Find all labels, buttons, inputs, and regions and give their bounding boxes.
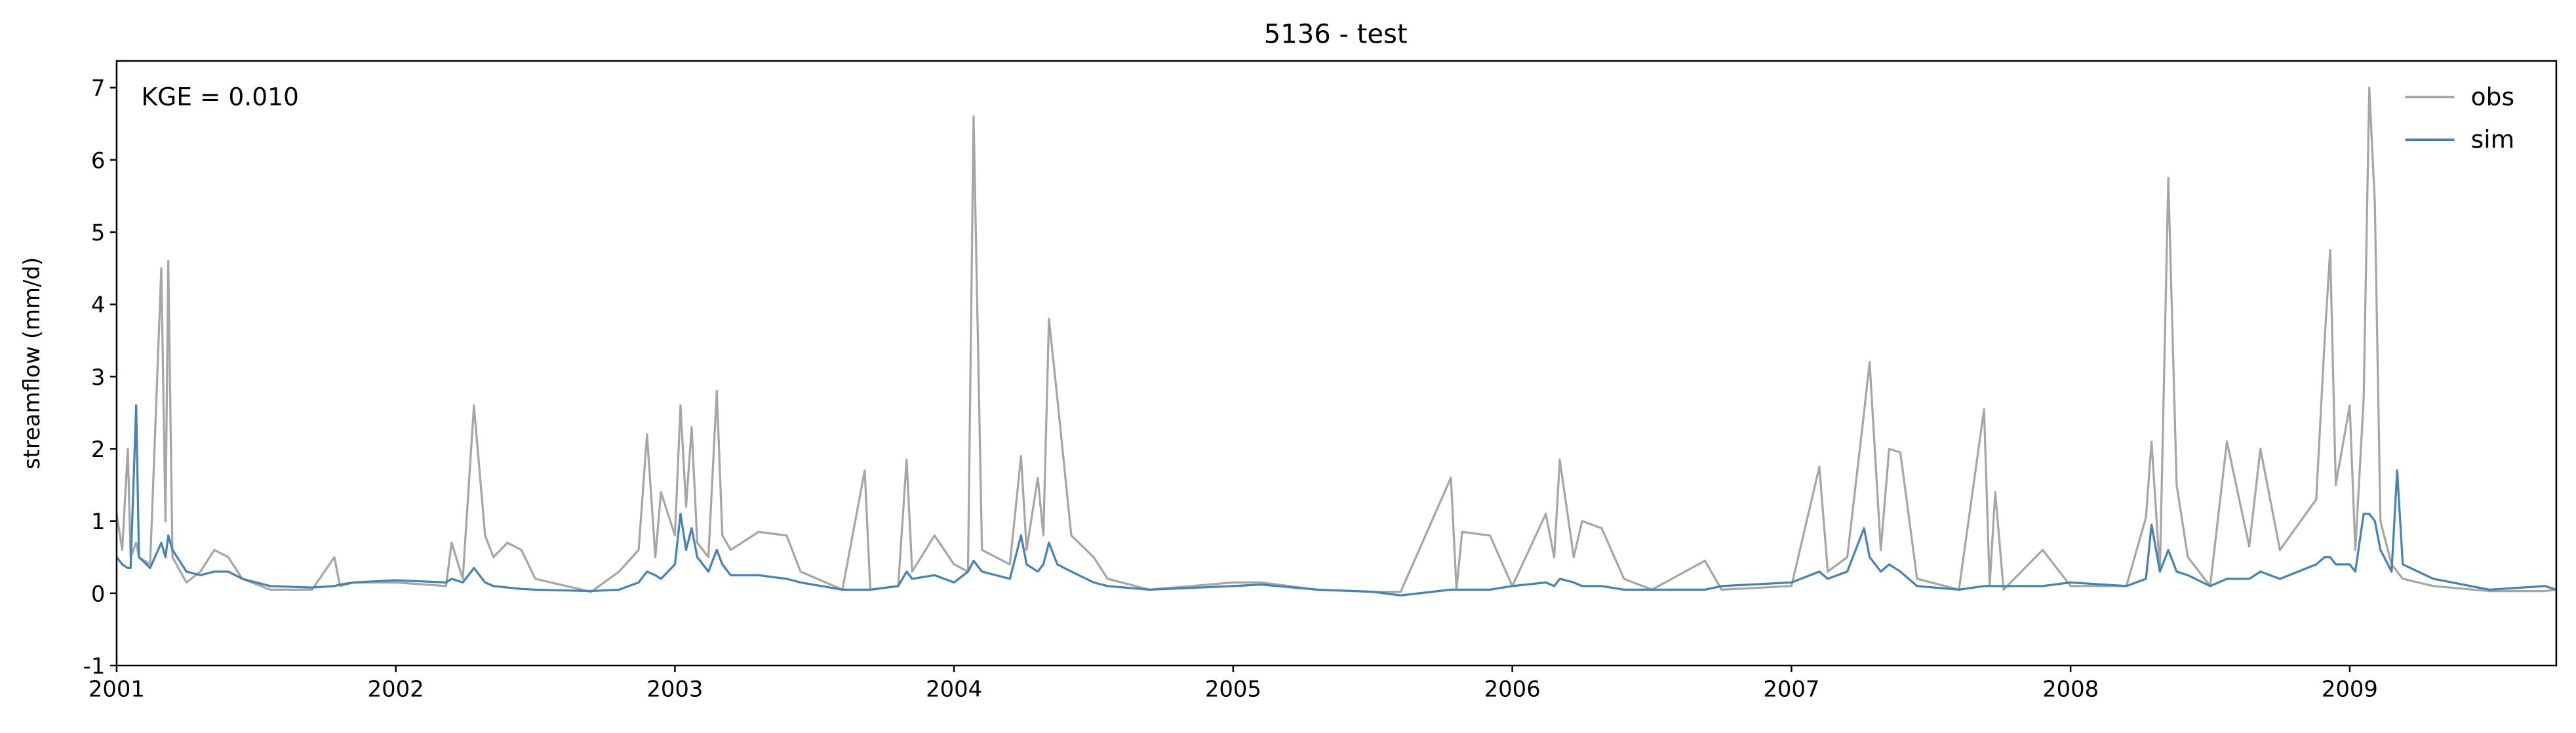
x-tick-label: 2005 [1205, 677, 1261, 702]
legend-label: obs [2471, 83, 2514, 111]
x-tick-label: 2002 [368, 677, 424, 702]
x-tick-label: 2007 [1763, 677, 1819, 702]
x-tick-label: 2003 [646, 677, 703, 702]
y-tick-label: 1 [91, 509, 106, 534]
y-tick-label: 3 [91, 365, 106, 390]
x-tick-label: 2004 [926, 677, 982, 702]
x-tick-label: 2009 [2322, 677, 2378, 702]
annotation: KGE = 0.010 [141, 83, 298, 111]
series-line [115, 87, 2557, 593]
plot-frame [115, 60, 2558, 667]
y-tick-label: 6 [91, 148, 106, 173]
series-line [115, 404, 2557, 597]
y-tick-label: 4 [91, 292, 106, 318]
y-tick-label: 2 [91, 437, 106, 462]
chart-title: 5136 - test [1264, 19, 1408, 49]
x-tick-label: 2008 [2042, 677, 2099, 702]
y-tick-label: 0 [91, 581, 106, 606]
y-tick-label: 5 [91, 220, 106, 246]
legend-label: sim [2471, 125, 2515, 154]
y-tick-label: 7 [91, 75, 106, 101]
y-tick-label: -1 [83, 654, 106, 679]
x-tick-label: 2001 [89, 677, 145, 702]
x-tick-label: 2006 [1484, 677, 1541, 702]
y-axis-label: streamflow (mm/d) [19, 257, 45, 469]
